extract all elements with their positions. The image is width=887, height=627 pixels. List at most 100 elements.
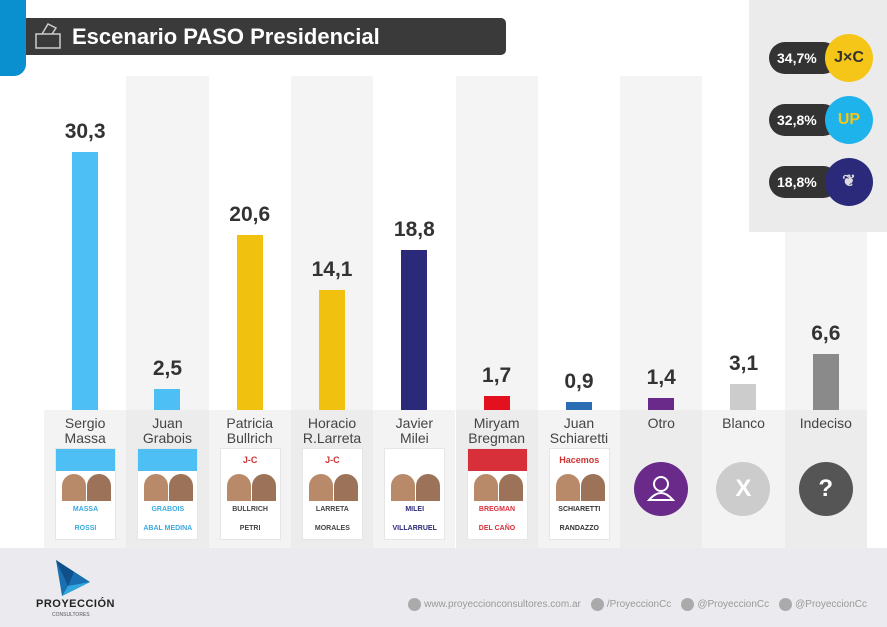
ballot-header: J-C (220, 449, 280, 471)
category-label-line: Schiaretti (549, 430, 609, 446)
bar-column: 0,9 Juan Schiaretti Hacemos SCHIARETTI RANDAZ… (537, 76, 621, 548)
candidate-photos (138, 471, 198, 501)
value-label: 20,6 (229, 202, 271, 226)
facebook-link[interactable]: /ProyeccionCc (590, 598, 671, 611)
candidate-photos (385, 471, 445, 501)
category-label-line: Miryam (473, 415, 520, 431)
user-icon (634, 462, 689, 516)
ballot-name: VILLARRUEL (392, 525, 437, 532)
footer: PROYECCIÓN CONSULTORES www.proyeccioncon… (0, 548, 887, 627)
ballot-box-icon (35, 23, 61, 49)
instagram-link[interactable]: @ProyeccionCc (779, 598, 867, 611)
ballot-name: BREGMAN (478, 506, 516, 513)
bar (318, 289, 345, 410)
category-label-line: Massa (64, 430, 106, 446)
category-label: Otro (620, 416, 702, 431)
page-title: Escenario PASO Presidencial (26, 18, 506, 55)
category-label: Miryam Bregman (456, 416, 538, 446)
candidate-photos (302, 471, 362, 501)
ballot-name: MASSA (72, 506, 99, 513)
coalition-logo: UP (825, 96, 873, 144)
category-label-line: Grabois (142, 430, 192, 446)
candidate-photos (549, 471, 609, 501)
ballot-card: J-C BULLRICH PETRI (219, 448, 281, 540)
ballot-card: MASSA ROSSI (55, 448, 116, 540)
category-label-line: R.Larreta (302, 430, 362, 446)
bar-chart: 30,3 Sergio Massa MASSA ROSSI 2,5 Juan Grabois G… (44, 76, 867, 548)
ballot-card: J-C LARRETA MORALES (301, 448, 363, 540)
coalition-legend: 34,7% J×C 32,8% UP 18,8% ❦ (749, 0, 887, 232)
bar-column: 30,3 Sergio Massa MASSA ROSSI (44, 76, 127, 548)
category-label-line: Juan (563, 415, 595, 431)
category-label-line: Blanco (722, 415, 765, 431)
brand-name: PROYECCIÓN (36, 598, 115, 610)
category-label: Sergio Massa (44, 416, 126, 446)
category-label-line: Otro (647, 415, 675, 431)
coalition-logo: ❦ (825, 158, 873, 206)
candidate-photo (308, 474, 333, 501)
ballot-name: GRABOIS (151, 506, 185, 513)
bar-column: 1,7 Miryam Bregman BREGMAN DEL CAÑO (455, 76, 538, 548)
bar-column: 2,5 Juan Grabois GRABOIS ABAL MEDINA (126, 76, 209, 548)
x-icon: X (716, 462, 771, 516)
category-label-line: Patricia (226, 415, 274, 431)
ballot-header (385, 449, 445, 471)
category-label-line: Bullrich (226, 430, 273, 446)
candidate-photo (498, 474, 523, 501)
value-label: 3,1 (728, 351, 759, 375)
category-label: Patricia Bullrich (209, 416, 291, 446)
category-label: Juan Grabois (126, 416, 208, 446)
bar-column: 18,8 Javier Milei MILEI VILLARRUEL (373, 76, 456, 548)
value-label: 14,1 (311, 257, 353, 281)
web-icon (408, 598, 422, 611)
coalition-logo: J×C (825, 34, 873, 82)
candidate-photo (251, 474, 276, 501)
title-text: Escenario PASO Presidencial (72, 24, 380, 49)
category-label-line: Javier (395, 415, 434, 431)
ballot-name: PETRI (239, 525, 261, 532)
category-label-line: Juan (152, 415, 183, 431)
ballot-name: ABAL MEDINA (143, 525, 193, 532)
candidate-photo (416, 474, 441, 501)
candidate-photo (391, 474, 416, 501)
category-label: Horacio R.Larreta (291, 416, 373, 446)
bar (236, 234, 263, 410)
instagram-text: @ProyeccionCc (795, 599, 867, 611)
candidate-photos (56, 471, 115, 501)
bar-column: 20,6 Patricia Bullrich J-C BULLRICH PETRI (208, 76, 291, 548)
question-icon: ? (798, 462, 853, 516)
website-link[interactable]: www.proyeccionconsultores.com.ar (408, 598, 581, 611)
value-label: 2,5 (152, 356, 183, 380)
bar (730, 383, 757, 410)
candidate-photo (144, 474, 169, 501)
ballot-header: Hacemos (549, 449, 609, 471)
candidate-photo (169, 474, 194, 501)
ballot-card: MILEI VILLARRUEL (384, 448, 446, 540)
value-label: 1,7 (482, 363, 512, 387)
bar (565, 402, 592, 410)
category-label: Blanco (702, 416, 784, 431)
candidate-photo (62, 474, 86, 501)
ballot-header (467, 449, 527, 471)
candidate-photo (473, 474, 498, 501)
ballot-header (138, 449, 198, 471)
bar (812, 353, 839, 410)
category-label-line: Indeciso (799, 415, 852, 431)
bar (72, 152, 98, 410)
ballot-header: J-C (302, 449, 362, 471)
candidate-photo (333, 474, 358, 501)
ballot-card: BREGMAN DEL CAÑO (466, 448, 528, 540)
ballot-name: LARRETA (315, 506, 349, 513)
category-label: Javier Milei (373, 416, 455, 446)
ballot-name: SCHIARETTI (558, 506, 601, 513)
candidate-photos (220, 471, 280, 501)
bar (154, 388, 181, 410)
bar-column: 1,4 Otro (620, 76, 703, 548)
twitter-link[interactable]: @ProyeccionCc (681, 598, 769, 611)
candidate-photo (226, 474, 251, 501)
category-label-line: Sergio (64, 415, 106, 431)
category-label-line: Bregman (468, 430, 526, 446)
bar (401, 249, 428, 410)
twitter-icon (681, 598, 695, 611)
value-label: 1,4 (646, 366, 676, 390)
